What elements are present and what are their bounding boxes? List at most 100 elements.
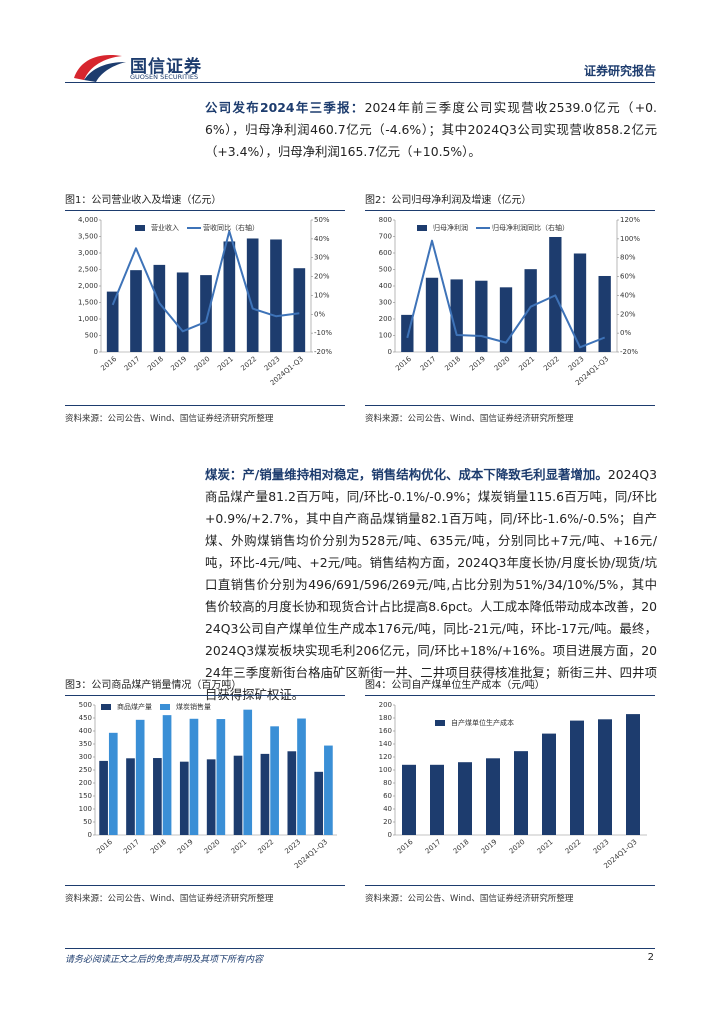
y2-tick-label: 100% xyxy=(620,235,640,243)
bar xyxy=(176,272,189,352)
bar xyxy=(260,753,270,835)
x-tick-label: 2016 xyxy=(396,838,415,856)
bar xyxy=(130,270,142,352)
chart: 0 500 1,000 1,500 2,000 2,500 3,000 3,500 4,000 -… xyxy=(78,216,332,387)
figure-source: 资料来源：公司公告、Wind、国信证券经济研究所整理 xyxy=(65,885,345,904)
x-tick-label: 2016 xyxy=(394,355,413,373)
y2-tick-label: 120% xyxy=(620,216,640,224)
bar xyxy=(524,269,537,352)
figure-source: 资料来源：公司公告、Wind、国信证券经济研究所整理 xyxy=(65,405,345,424)
bar xyxy=(216,719,226,835)
x-tick-label: 2016 xyxy=(95,838,114,856)
bar xyxy=(179,761,189,835)
y2-tick-label: 40% xyxy=(620,291,636,299)
y-tick-label: 50 xyxy=(83,818,92,826)
legend-label: 自产煤单位生产成本 xyxy=(451,718,514,727)
bar xyxy=(99,760,108,835)
bar xyxy=(189,718,199,835)
x-tick-label: 2020 xyxy=(493,355,512,373)
legend-key xyxy=(435,720,445,726)
x-tick-label: 2017 xyxy=(419,355,438,373)
legend-label: 商品煤产量 xyxy=(117,702,152,711)
y2-tick-label: -10% xyxy=(314,329,332,337)
chart: 0 50 100 150 200 250 300 350 400 450 500 2016 2017 20… xyxy=(79,701,337,870)
x-tick-label: 2023 xyxy=(592,838,611,856)
figure-source: 资料来源：公司公告、Wind、国信证券经济研究所整理 xyxy=(365,405,655,424)
logo-en: GUOSEN SECURITIES xyxy=(130,73,199,81)
logo-icon xyxy=(74,54,126,82)
x-tick-label: 2021 xyxy=(230,838,249,856)
y-tick-label: 80 xyxy=(383,779,392,787)
logo-cn: 国信证券 xyxy=(130,57,202,77)
y-tick-label: 400 xyxy=(379,282,392,290)
bar xyxy=(243,709,253,835)
bar xyxy=(126,758,135,835)
y-tick-label: 300 xyxy=(79,753,92,761)
bar xyxy=(233,755,243,835)
y2-tick-label: 10% xyxy=(314,291,330,299)
x-tick-label: 2020 xyxy=(508,838,527,856)
legend-key xyxy=(160,704,170,710)
chart: 0 100 200 300 400 500 600 700 800 -20% 0% 20% 40% 60%… xyxy=(379,216,641,387)
bar xyxy=(153,264,166,352)
bar xyxy=(200,275,212,352)
bar xyxy=(475,280,488,352)
paragraph: 公司发布2024年三季报：2024年前三季度公司实现营收2539.0亿元（+0.… xyxy=(205,97,657,163)
legend-label: 营收同比（右轴） xyxy=(203,223,259,232)
y2-tick-label: 50% xyxy=(314,216,330,224)
bar xyxy=(542,733,556,835)
x-tick-label: 2019 xyxy=(480,838,499,856)
x-tick-label: 2020 xyxy=(193,355,212,373)
doc-type: 证券研究报告 xyxy=(583,64,656,78)
bar xyxy=(486,758,500,835)
figure-title: 图1：公司营业收入及增速（亿元） xyxy=(65,191,345,211)
figure-title: 图3：公司商品煤产销量情况（百万吨） xyxy=(65,676,345,696)
bar xyxy=(425,277,439,352)
y-tick-label: 800 xyxy=(379,216,392,224)
y-tick-label: 180 xyxy=(379,714,392,722)
bar xyxy=(293,268,306,352)
y-tick-label: 500 xyxy=(379,266,392,274)
x-tick-label: 2018 xyxy=(146,355,165,373)
bar xyxy=(458,762,472,835)
y-tick-label: 40 xyxy=(383,805,392,813)
bar xyxy=(402,764,416,835)
y-tick-label: 4,000 xyxy=(78,216,98,224)
text: 2024Q3商品煤产量81.2百万吨，同/环比-0.1%/-0.9%；煤炭销量1… xyxy=(205,467,657,702)
bar xyxy=(246,238,259,352)
line xyxy=(406,239,606,349)
y-tick-label: 2,500 xyxy=(78,266,98,274)
legend-label: 煤炭销售量 xyxy=(176,702,211,711)
y2-tick-label: 80% xyxy=(620,254,636,262)
y-tick-label: 0 xyxy=(388,348,392,356)
y-tick-label: 3,000 xyxy=(78,249,98,257)
y-tick-label: 200 xyxy=(379,701,392,709)
legend-key xyxy=(135,225,145,231)
bar xyxy=(106,291,119,352)
bar xyxy=(223,241,236,352)
y-tick-label: 400 xyxy=(79,727,92,735)
x-tick-label: 2020 xyxy=(203,838,222,856)
x-tick-label: 2022 xyxy=(542,355,561,373)
disclaimer: 请务必阅读正文之后的免责声明及其项下所有内容 xyxy=(65,955,264,965)
y-tick-label: 20 xyxy=(383,818,392,826)
x-tick-label: 2018 xyxy=(452,838,471,856)
y2-tick-label: 20% xyxy=(314,273,330,281)
y-tick-label: 500 xyxy=(79,701,92,709)
text: 2024年前三季度公司实现营收2539.0亿元（+0.6%），归母净利润460.… xyxy=(205,100,657,159)
legend-key xyxy=(101,704,111,710)
bar xyxy=(626,714,640,835)
figure-source: 资料来源：公司公告、Wind、国信证券经济研究所整理 xyxy=(365,885,655,904)
bar xyxy=(450,279,463,352)
y-tick-label: 700 xyxy=(379,233,392,241)
x-tick-label: 2023 xyxy=(567,355,586,373)
y-tick-label: 100 xyxy=(379,766,392,774)
x-tick-label: 2019 xyxy=(176,838,195,856)
x-tick-label: 2016 xyxy=(99,355,118,373)
y-tick-label: 200 xyxy=(79,779,92,787)
y-tick-label: 3,500 xyxy=(78,233,98,241)
y2-tick-label: -20% xyxy=(620,348,638,356)
x-tick-label: 2021 xyxy=(216,355,235,373)
bar xyxy=(270,239,282,352)
y2-tick-label: 20% xyxy=(620,310,636,318)
